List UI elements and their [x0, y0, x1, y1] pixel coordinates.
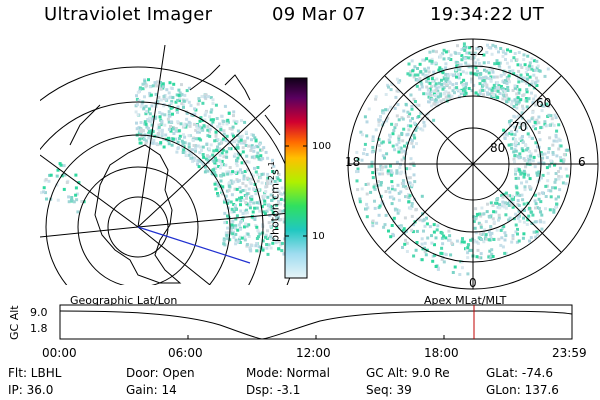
timeline-xtick-1200: 12:00	[296, 346, 331, 360]
info-glon: GLon: 137.6	[486, 383, 559, 397]
timeline-axis-label: GC Alt	[8, 305, 21, 340]
info-flt: Flt: LBHL	[8, 366, 62, 380]
continent-outline	[94, 144, 182, 284]
mlt-label-6: 6	[578, 155, 586, 169]
info-ip: IP: 36.0	[8, 383, 54, 397]
colorbar-tick-100: 100	[312, 141, 332, 152]
timeline-plot	[59, 304, 573, 340]
timeline-xtick-2359: 23:59	[552, 346, 587, 360]
info-dsp: Dsp: -3.1	[246, 383, 301, 397]
info-mode: Mode: Normal	[246, 366, 330, 380]
info-gain: Gain: 14	[126, 383, 177, 397]
mlat-label-70: 70	[512, 120, 528, 134]
time-label: 19:34:22 UT	[430, 4, 545, 25]
timeline-xtick-0000: 00:00	[42, 346, 77, 360]
mlt-label-18: 18	[345, 155, 361, 169]
timeline-ytick-low: 1.8	[30, 322, 48, 335]
geo-emission-region	[40, 78, 290, 256]
info-glat: GLat: -74.6	[486, 366, 553, 380]
info-gc-alt: GC Alt: 9.0 Re	[366, 366, 450, 380]
mlat-label-80: 80	[490, 141, 506, 155]
colorbar-tick-10: 10	[312, 231, 325, 242]
colorbar	[284, 77, 308, 279]
polar-plot	[347, 38, 599, 290]
mlt-label-12: 12	[469, 44, 485, 58]
timeline-ytick-high: 9.0	[30, 306, 48, 319]
date-label: 09 Mar 07	[272, 4, 366, 25]
info-door: Door: Open	[126, 366, 195, 380]
timeline-xtick-1800: 18:00	[424, 346, 459, 360]
info-seq: Seq: 39	[366, 383, 412, 397]
polar-emission-region	[355, 42, 569, 276]
mlat-label-60: 60	[536, 96, 552, 110]
timeline-left-caption: Geographic Lat/Lon	[70, 294, 178, 307]
instrument-title: Ultraviolet Imager	[44, 4, 213, 25]
geographic-map	[40, 45, 290, 285]
mlt-label-0: 0	[469, 276, 477, 290]
colorbar-unit-label: photon cm-2s-1	[267, 161, 282, 242]
timeline-right-caption: Apex MLat/MLT	[424, 294, 507, 307]
altitude-curve	[59, 310, 573, 340]
timeline-xtick-0600: 06:00	[168, 346, 203, 360]
